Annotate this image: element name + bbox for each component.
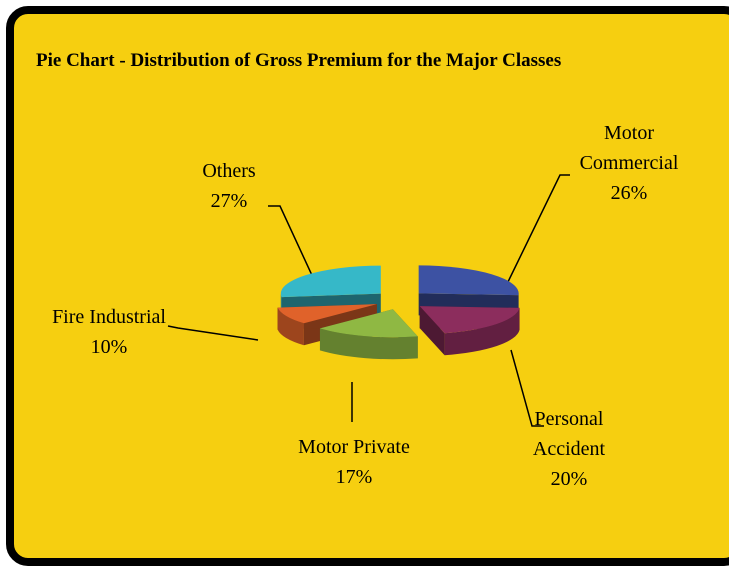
value-label: 26% xyxy=(554,178,704,208)
slice xyxy=(281,266,381,298)
leader-line xyxy=(268,206,316,284)
value-label: 20% xyxy=(514,464,624,494)
slice xyxy=(419,265,519,295)
category-label: Motor Commercial xyxy=(554,118,704,178)
category-label: Others xyxy=(174,156,284,186)
chart-frame: Pie Chart - Distribution of Gross Premiu… xyxy=(6,6,729,566)
pie xyxy=(278,265,520,359)
value-label: 17% xyxy=(264,462,444,492)
category-label: Motor Private xyxy=(264,432,444,462)
category-label: Fire Industrial xyxy=(34,302,184,332)
category-label: Personal Accident xyxy=(514,404,624,464)
value-label: 27% xyxy=(174,186,284,216)
value-label: 10% xyxy=(34,332,184,362)
